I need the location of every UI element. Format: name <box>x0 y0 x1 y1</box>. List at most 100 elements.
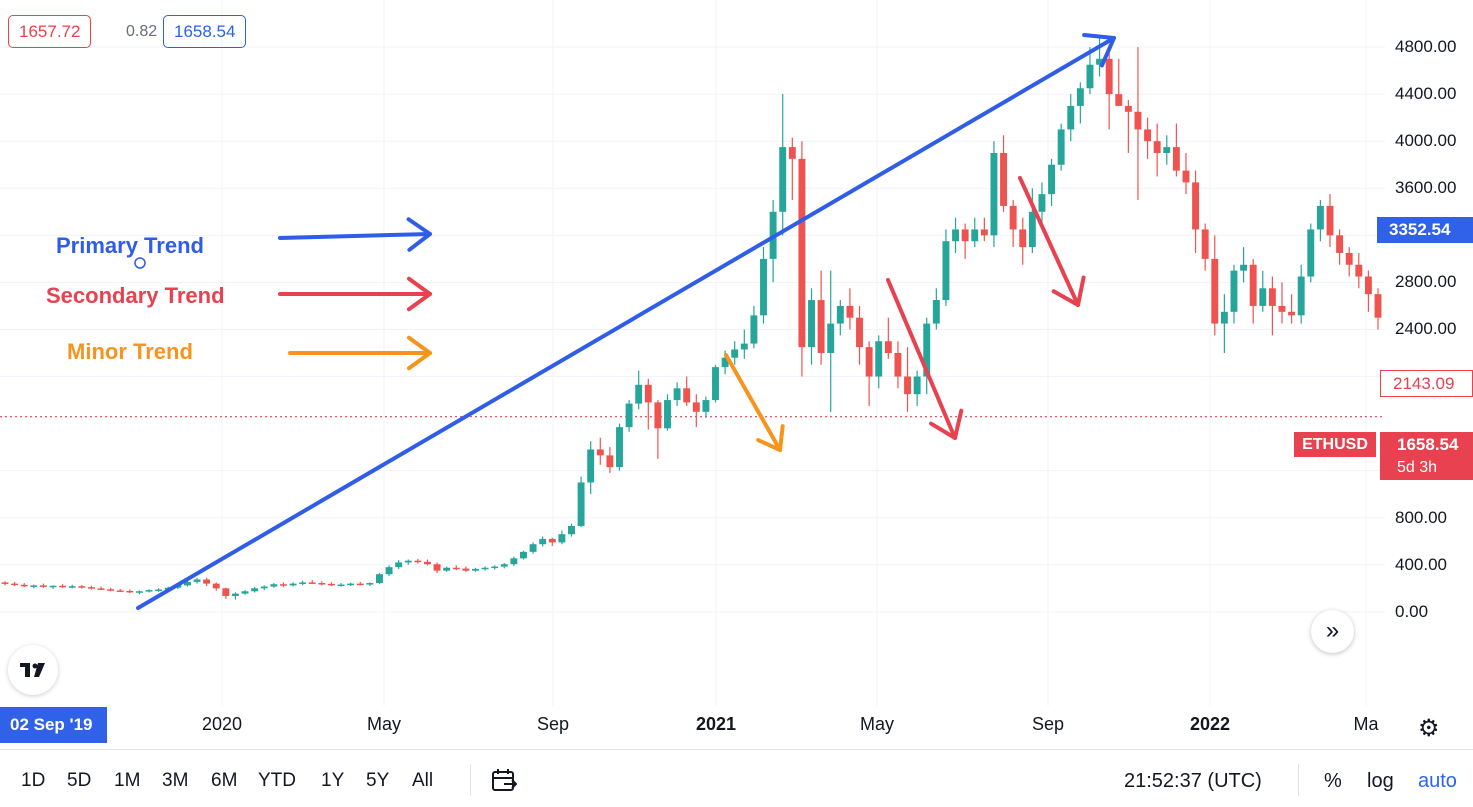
secondary-trend-arrow-1 <box>886 278 964 440</box>
candle <box>1336 229 1344 265</box>
candle <box>20 583 28 588</box>
candle <box>702 396 710 418</box>
candle-body <box>289 583 297 586</box>
candle-body <box>779 147 787 212</box>
range-button-1d[interactable]: 1D <box>21 770 46 791</box>
candle <box>596 437 604 465</box>
candle-body <box>932 300 940 324</box>
candle <box>337 583 345 587</box>
candle-body <box>1220 311 1228 324</box>
candle <box>616 423 623 471</box>
range-button-1y[interactable]: 1Y <box>321 770 345 791</box>
percent-scale-toggle[interactable]: % <box>1324 770 1342 792</box>
candle <box>212 582 220 591</box>
candle <box>1259 270 1267 312</box>
candle-body <box>203 579 211 584</box>
candle-body <box>606 455 614 468</box>
candle-body <box>1000 152 1008 206</box>
candle-body <box>1240 264 1248 271</box>
candle-body <box>884 341 892 353</box>
candle-body <box>452 567 460 570</box>
range-button-1m[interactable]: 1M <box>114 770 141 791</box>
candle-body <box>568 525 575 535</box>
range-button-all[interactable]: All <box>412 770 434 791</box>
candle <box>913 370 921 406</box>
candle <box>452 565 460 571</box>
minor-trend-arrow <box>724 353 785 452</box>
candle <box>788 137 796 201</box>
candle-body <box>548 538 556 543</box>
range-button-6m[interactable]: 6M <box>211 770 238 791</box>
range-button-5d[interactable]: 5D <box>67 770 92 791</box>
candle-body <box>1048 164 1056 195</box>
candle-body <box>952 229 959 242</box>
y-tick-label: 2400.00 <box>1395 319 1457 339</box>
candle <box>769 200 777 283</box>
candle <box>606 447 614 474</box>
candle-body <box>1345 252 1353 265</box>
range-button-5y[interactable]: 5Y <box>366 770 390 791</box>
candle-body <box>30 585 38 587</box>
candle <box>1220 294 1228 353</box>
symbol-tag: ETHUSD <box>1294 432 1376 457</box>
candle <box>750 305 758 349</box>
candle <box>971 217 979 248</box>
candle-body <box>1028 211 1036 248</box>
candle <box>404 559 412 565</box>
candle-body <box>107 589 115 591</box>
tradingview-logo-icon[interactable] <box>8 645 58 695</box>
candle <box>97 586 105 591</box>
candle-body <box>644 384 652 403</box>
candle <box>635 370 643 410</box>
candle-body <box>904 376 911 395</box>
candle-body <box>817 300 825 353</box>
candle-body <box>616 427 623 468</box>
candle <box>116 588 124 593</box>
candle <box>1000 135 1008 212</box>
candle-body <box>827 323 835 353</box>
candle-body <box>1182 170 1190 183</box>
candle-body <box>222 588 230 596</box>
utc-clock[interactable]: 21:52:37 (UTC) <box>1124 770 1262 792</box>
candle <box>126 589 134 594</box>
candle <box>961 223 969 259</box>
candle-body <box>836 305 844 324</box>
candle-body <box>1278 305 1286 312</box>
calendar-range-icon[interactable] <box>490 768 520 794</box>
candle <box>472 567 479 572</box>
gear-icon[interactable]: ⚙ <box>1418 715 1440 742</box>
candle-body <box>990 152 998 236</box>
candle <box>11 581 19 586</box>
candle <box>155 588 163 592</box>
candle <box>510 556 518 566</box>
candle <box>107 587 115 592</box>
x-tick-label: Sep <box>1031 714 1065 734</box>
candle-body <box>1163 147 1171 153</box>
candle <box>270 583 278 588</box>
candle <box>1278 282 1286 324</box>
range-button-ytd[interactable]: YTD <box>258 770 296 791</box>
candle <box>1153 123 1161 177</box>
candle-body <box>433 564 441 571</box>
auto-scale-toggle[interactable]: auto <box>1418 770 1457 792</box>
chart-grid <box>0 0 1385 706</box>
price-chart[interactable] <box>0 0 1473 750</box>
last-price-value: 1658.54 <box>1397 435 1459 454</box>
candlestick-series <box>1 37 1382 600</box>
candle <box>49 585 57 589</box>
candle-body <box>424 561 431 565</box>
candle <box>664 394 671 431</box>
candle-body <box>1067 105 1075 130</box>
candle <box>798 141 806 377</box>
candle <box>318 581 326 586</box>
range-button-3m[interactable]: 3M <box>162 770 189 791</box>
candle-body <box>740 343 748 350</box>
log-scale-toggle[interactable]: log <box>1367 770 1394 792</box>
candle-body <box>327 583 335 586</box>
candle-body <box>913 376 921 395</box>
candle-body <box>366 583 374 585</box>
candle <box>923 317 931 395</box>
scroll-to-realtime-button[interactable]: » <box>1311 610 1354 653</box>
candle <box>942 229 950 306</box>
candle-body <box>1144 129 1152 142</box>
